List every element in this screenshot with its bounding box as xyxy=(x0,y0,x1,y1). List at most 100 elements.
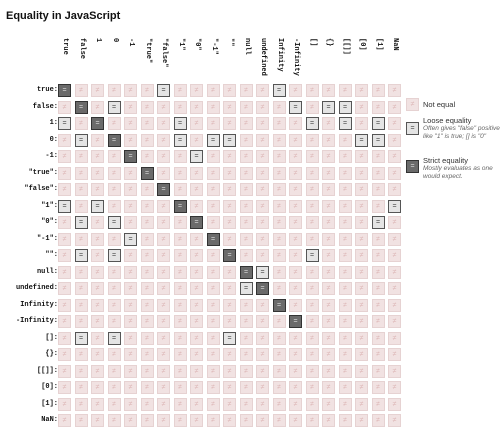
cell-not-equal: ≠ xyxy=(272,364,286,378)
cell-not-equal: ≠ xyxy=(140,199,154,213)
cell-not-equal: ≠ xyxy=(289,348,302,361)
cell-not-equal: ≠ xyxy=(388,84,401,97)
cell-not-equal: ≠ xyxy=(190,331,203,345)
cell-not-equal: ≠ xyxy=(173,216,187,229)
cell-not-equal: ≠ xyxy=(74,199,88,213)
legend-loose-note: Often gives "false" positives like "1" i… xyxy=(423,125,500,140)
cell-not-equal: ≠ xyxy=(272,216,286,229)
col-header-qq: "" xyxy=(226,38,234,47)
cell-not-equal: ≠ xyxy=(74,265,88,279)
cell-not-equal: ≠ xyxy=(173,298,187,312)
cell-not-equal: ≠ xyxy=(322,364,335,378)
legend-loose-label: Loose equality xyxy=(423,116,472,125)
cell-strict-equal: = xyxy=(124,150,137,163)
cell-strict-equal: = xyxy=(272,298,286,312)
cell-not-equal: ≠ xyxy=(272,397,286,411)
cell-not-equal: ≠ xyxy=(371,364,385,378)
cell-not-equal: ≠ xyxy=(190,397,203,411)
col-header-neg1: -1 xyxy=(127,38,135,47)
cell-not-equal: ≠ xyxy=(190,298,203,312)
cell-not-equal: ≠ xyxy=(91,166,104,180)
legend-not-equal-swatch: ≠ xyxy=(406,98,419,111)
cell-loose-equal: = xyxy=(289,100,302,114)
cell-not-equal: ≠ xyxy=(272,381,286,394)
cell-not-equal: ≠ xyxy=(305,133,319,147)
col-header-qfalseq: "false" xyxy=(160,38,168,68)
cell-not-equal: ≠ xyxy=(388,282,401,295)
row-header-lb0rb: [0]: xyxy=(41,383,58,391)
cell-not-equal: ≠ xyxy=(91,414,104,427)
cell-not-equal: ≠ xyxy=(124,166,137,180)
col-header-negInfinity: -Infinity xyxy=(292,38,300,76)
cell-not-equal: ≠ xyxy=(91,331,104,345)
cell-not-equal: ≠ xyxy=(190,232,203,246)
cell-not-equal: ≠ xyxy=(371,414,385,427)
cell-not-equal: ≠ xyxy=(206,282,220,295)
cell-not-equal: ≠ xyxy=(355,298,368,312)
cell-strict-equal: = xyxy=(107,133,121,147)
cell-not-equal: ≠ xyxy=(58,232,71,246)
cell-not-equal: ≠ xyxy=(355,100,368,114)
cell-not-equal: ≠ xyxy=(338,166,352,180)
cell-not-equal: ≠ xyxy=(388,117,401,130)
cell-not-equal: ≠ xyxy=(355,117,368,130)
cell-not-equal: ≠ xyxy=(355,331,368,345)
cell-not-equal: ≠ xyxy=(239,331,253,345)
cell-not-equal: ≠ xyxy=(371,232,385,246)
col-header-qtrueq: "true" xyxy=(143,38,152,64)
cell-not-equal: ≠ xyxy=(173,331,187,345)
cell-not-equal: ≠ xyxy=(338,364,352,378)
cell-not-equal: ≠ xyxy=(140,117,154,130)
cell-not-equal: ≠ xyxy=(74,397,88,411)
cell-not-equal: ≠ xyxy=(190,183,203,196)
col-header-lb0rb: [0] xyxy=(358,38,366,51)
cell-not-equal: ≠ xyxy=(388,216,401,229)
row-header-lbrb: []: xyxy=(45,333,58,342)
cell-not-equal: ≠ xyxy=(256,84,269,97)
cell-not-equal: ≠ xyxy=(239,249,253,262)
cell-not-equal: ≠ xyxy=(74,348,88,361)
cell-not-equal: ≠ xyxy=(289,183,302,196)
cell-not-equal: ≠ xyxy=(74,232,88,246)
cell-not-equal: ≠ xyxy=(173,249,187,262)
cell-not-equal: ≠ xyxy=(124,199,137,213)
cell-not-equal: ≠ xyxy=(371,315,385,328)
cell-not-equal: ≠ xyxy=(272,414,286,427)
legend-strict-swatch: = xyxy=(406,160,419,173)
cell-not-equal: ≠ xyxy=(322,282,335,295)
cell-not-equal: ≠ xyxy=(58,265,71,279)
cell-not-equal: ≠ xyxy=(322,232,335,246)
cell-not-equal: ≠ xyxy=(206,117,220,130)
cell-not-equal: ≠ xyxy=(388,100,401,114)
cell-not-equal: ≠ xyxy=(371,199,385,213)
cell-loose-equal: = xyxy=(74,331,88,345)
cell-not-equal: ≠ xyxy=(322,199,335,213)
cell-not-equal: ≠ xyxy=(58,381,71,394)
cell-not-equal: ≠ xyxy=(338,199,352,213)
cell-not-equal: ≠ xyxy=(239,364,253,378)
cell-not-equal: ≠ xyxy=(190,84,203,97)
cell-loose-equal: = xyxy=(355,133,368,147)
cell-not-equal: ≠ xyxy=(338,265,352,279)
cell-not-equal: ≠ xyxy=(74,364,88,378)
col-header-null: null xyxy=(242,38,251,55)
row-header-true: true: xyxy=(36,86,58,94)
cell-not-equal: ≠ xyxy=(322,265,335,279)
cell-not-equal: ≠ xyxy=(338,315,352,328)
cell-not-equal: ≠ xyxy=(157,232,170,246)
row-header-undefined: undefined: xyxy=(15,284,58,292)
cell-not-equal: ≠ xyxy=(355,381,368,394)
cell-loose-equal: = xyxy=(74,216,88,229)
cell-not-equal: ≠ xyxy=(305,348,319,361)
cell-strict-equal: = xyxy=(239,265,253,279)
cell-not-equal: ≠ xyxy=(355,414,368,427)
cell-not-equal: ≠ xyxy=(190,265,203,279)
row-header-q0q: "0": xyxy=(41,218,58,226)
row-header-lcrc: {}: xyxy=(45,350,58,358)
col-header-lb1rb: [1] xyxy=(374,38,383,51)
cell-not-equal: ≠ xyxy=(388,166,401,180)
cell-not-equal: ≠ xyxy=(388,397,401,411)
cell-not-equal: ≠ xyxy=(223,117,236,130)
cell-loose-equal: = xyxy=(91,199,104,213)
cell-not-equal: ≠ xyxy=(91,282,104,295)
